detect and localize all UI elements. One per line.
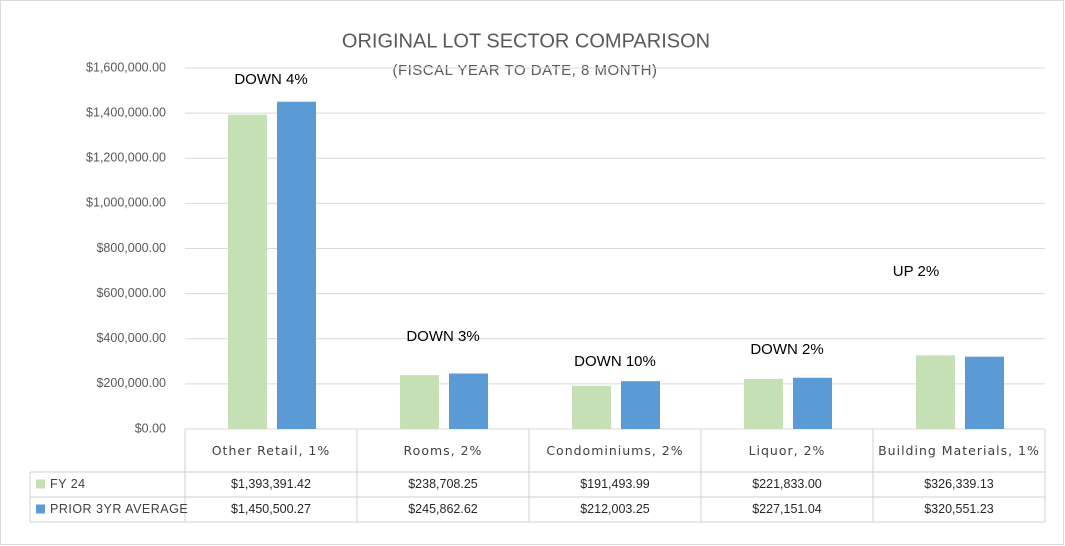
table-value: $212,003.25 <box>580 502 650 516</box>
annotation: UP 2% <box>893 263 939 280</box>
y-tick-label: $800,000.00 <box>96 241 166 255</box>
y-tick-label: $200,000.00 <box>96 376 166 390</box>
table-value: $191,493.99 <box>580 477 650 491</box>
table-value: $326,339.13 <box>924 477 994 491</box>
bar <box>965 356 1004 429</box>
chart-title: ORIGINAL LOT SECTOR COMPARISON <box>342 30 710 52</box>
table-value: $221,833.00 <box>752 477 822 491</box>
x-tick-label: Condominiums, 2% <box>546 443 684 458</box>
bar <box>793 377 832 429</box>
bar <box>400 375 439 429</box>
annotation: DOWN 4% <box>234 71 307 88</box>
y-tick-label: $400,000.00 <box>96 331 166 345</box>
table-value: $1,393,391.42 <box>231 477 311 491</box>
y-tick-label: $1,400,000.00 <box>86 105 166 119</box>
x-category-cell: Building Materials, 1% <box>878 443 1040 458</box>
legend-swatch <box>36 479 45 489</box>
bar <box>621 381 660 429</box>
bar <box>916 355 955 429</box>
x-category-cell: Rooms, 2% <box>403 443 483 458</box>
bar <box>228 114 267 429</box>
x-category-cell: Liquor, 2% <box>748 443 826 458</box>
y-tick-label: $0.00 <box>135 421 166 435</box>
x-tick-label: Liquor, 2% <box>748 443 826 458</box>
bar <box>572 385 611 429</box>
bar <box>744 378 783 429</box>
legend-label: FY 24 <box>50 477 86 491</box>
y-tick-label: $1,000,000.00 <box>86 196 166 210</box>
table-value: $1,450,500.27 <box>231 502 311 516</box>
x-tick-label: Rooms, 2% <box>403 443 483 458</box>
bar <box>277 101 316 430</box>
y-tick-label: $1,200,000.00 <box>86 151 166 165</box>
y-tick-label: $1,600,000.00 <box>86 60 166 74</box>
legend-label: PRIOR 3YR AVERAGE <box>50 502 188 516</box>
annotation: DOWN 10% <box>574 353 656 370</box>
annotation: DOWN 2% <box>750 341 823 358</box>
x-tick-label: Other Retail, 1% <box>211 443 331 458</box>
x-category-cell: Other Retail, 1% <box>211 443 331 458</box>
y-tick-label: $600,000.00 <box>96 286 166 300</box>
x-category-cell: Condominiums, 2% <box>546 443 684 458</box>
table-value: $245,862.62 <box>408 502 478 516</box>
table-value: $320,551.23 <box>924 502 994 516</box>
annotation: DOWN 3% <box>406 328 479 345</box>
x-tick-label: Building Materials, 1% <box>878 443 1040 458</box>
table-value: $227,151.04 <box>752 502 822 516</box>
table-value: $238,708.25 <box>408 477 478 491</box>
chart-subtitle: (FISCAL YEAR TO DATE, 8 MONTH) <box>392 62 657 79</box>
bar <box>449 373 488 429</box>
legend-swatch <box>36 504 45 514</box>
